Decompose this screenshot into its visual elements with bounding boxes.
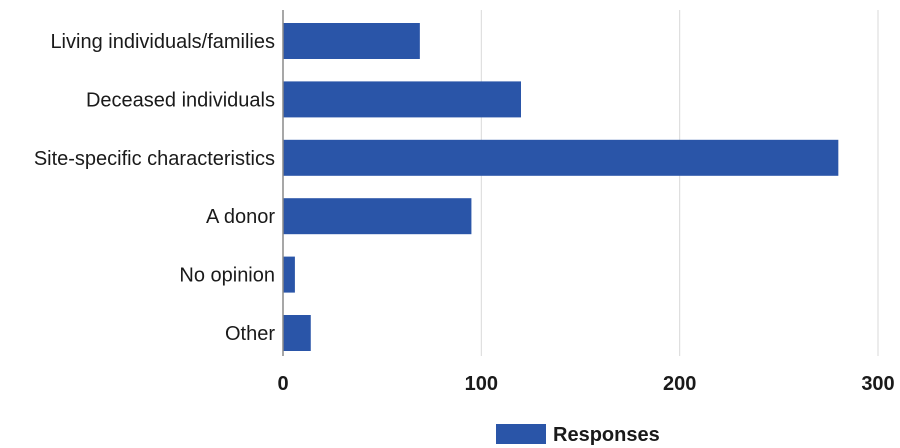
x-tick-label-100: 100 (465, 373, 498, 395)
legend: Responses (496, 424, 660, 446)
legend-label-responses: Responses (553, 424, 660, 446)
gridlines (480, 10, 879, 356)
category-label-site-specific-characteristics: Site-specific characteristics (34, 148, 275, 170)
bar-no-opinion (283, 256, 295, 293)
bars (283, 23, 839, 351)
x-tick-label-300: 300 (861, 373, 894, 395)
category-label-living-individuals-families: Living individuals/families (50, 31, 275, 53)
bar-living-individuals-families (283, 23, 420, 59)
x-tick-label-0: 0 (277, 373, 288, 395)
bar-site-specific-characteristics (283, 139, 839, 176)
legend-swatch (496, 424, 546, 444)
category-labels: Living individuals/families Deceased indi… (34, 31, 276, 345)
bar-deceased-individuals (283, 81, 521, 118)
category-label-a-donor: A donor (206, 206, 275, 228)
bar-other (283, 315, 311, 351)
category-label-deceased-individuals: Deceased individuals (86, 89, 275, 111)
category-label-no-opinion: No opinion (179, 265, 275, 287)
category-label-other: Other (225, 323, 275, 345)
bar-a-donor (283, 198, 472, 235)
x-tick-labels: 0 100 200 300 (277, 373, 894, 395)
x-tick-label-200: 200 (663, 373, 696, 395)
